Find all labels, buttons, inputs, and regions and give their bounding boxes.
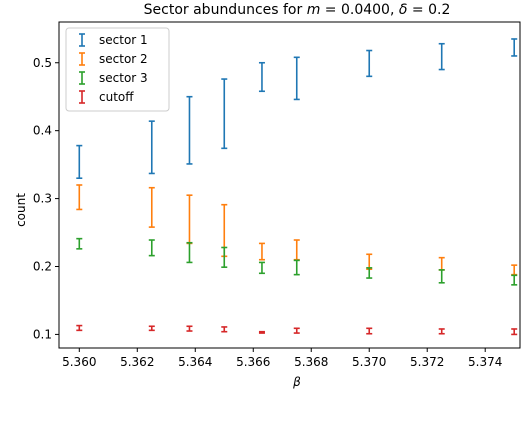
x-tick-label: 5.374 bbox=[468, 355, 502, 369]
y-tick-label: 0.4 bbox=[33, 124, 52, 138]
x-tick-label: 5.366 bbox=[236, 355, 270, 369]
y-tick-label: 0.2 bbox=[33, 260, 52, 274]
series-sector-1 bbox=[76, 38, 518, 180]
x-tick-label: 5.370 bbox=[352, 355, 386, 369]
y-tick-label: 0.1 bbox=[33, 327, 52, 341]
axes-frame bbox=[58, 21, 521, 349]
y-axis-label: count bbox=[14, 193, 28, 227]
legend-box bbox=[65, 27, 170, 112]
x-axis-label: β bbox=[292, 375, 301, 389]
legend: sector 1 sector 2 sector 3 cutoff bbox=[65, 27, 170, 112]
plot-area bbox=[76, 38, 518, 336]
x-tick-label: 5.362 bbox=[120, 355, 154, 369]
legend-label: sector 3 bbox=[99, 71, 148, 85]
series-sector-3 bbox=[76, 237, 518, 286]
y-tick-label: 0.3 bbox=[33, 192, 52, 206]
x-tick-label: 5.368 bbox=[294, 355, 328, 369]
axes: 5.360 5.362 5.364 5.366 5.368 5.370 5.372 5.374… bbox=[33, 21, 521, 369]
legend-label: sector 2 bbox=[99, 52, 148, 66]
legend-label: sector 1 bbox=[99, 33, 148, 47]
legend-label: cutoff bbox=[99, 90, 134, 104]
x-tick-label: 5.364 bbox=[178, 355, 212, 369]
chart-title: Sector abundunces for m = 0.0400, δ = 0.… bbox=[144, 2, 451, 18]
series-cutoff bbox=[76, 324, 518, 336]
x-tick-label: 5.372 bbox=[410, 355, 444, 369]
x-tick-label: 5.360 bbox=[62, 355, 96, 369]
y-tick-label: 0.5 bbox=[33, 56, 52, 70]
